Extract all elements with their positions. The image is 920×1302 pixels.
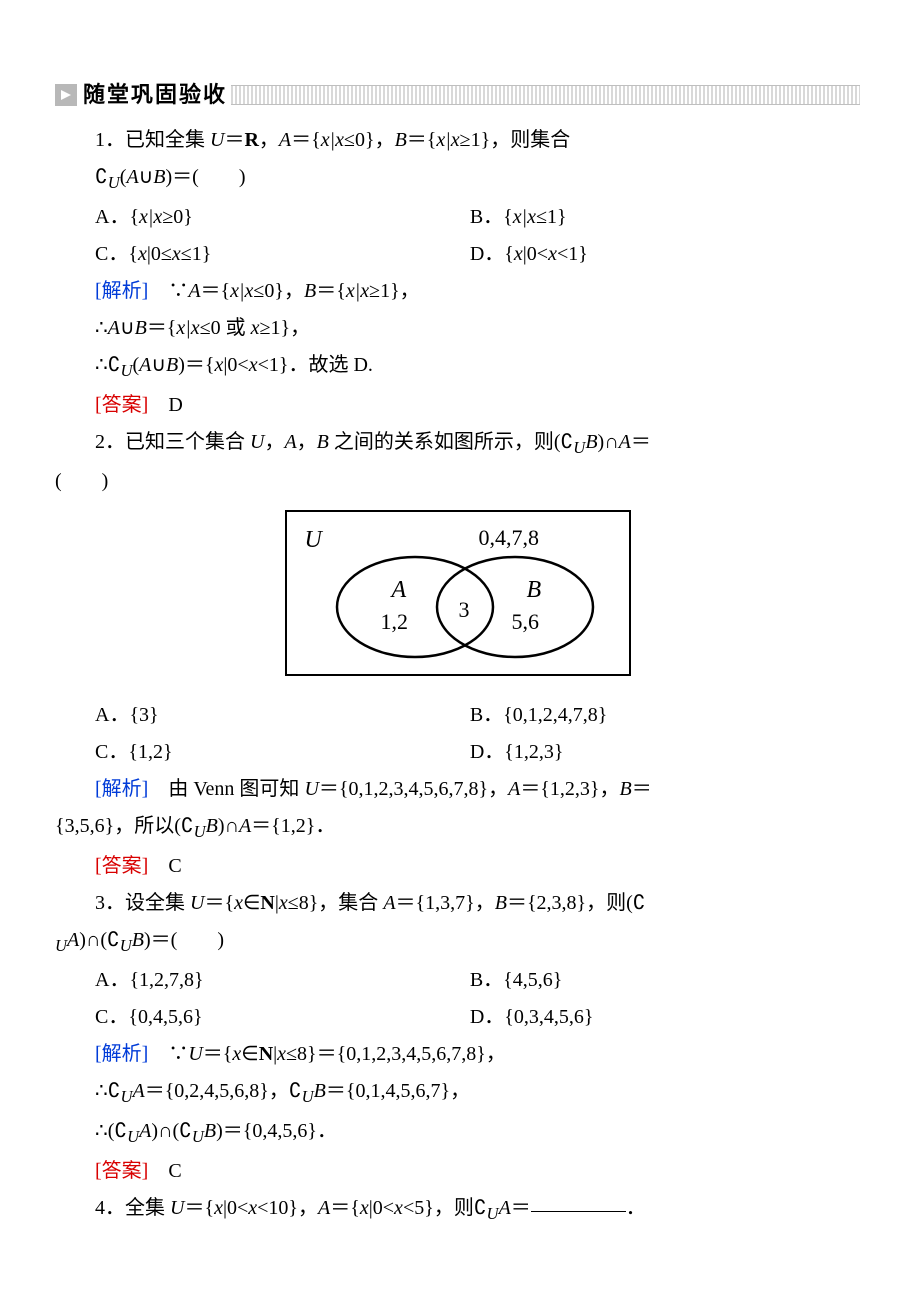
q4-stem: 4．全集 U＝{x|0<x<10}，A＝{x|0<x<5}，则∁UA＝． [55, 1190, 860, 1230]
q3-sol-3: ∴(∁UA)∩(∁UB)＝{0,4,5,6}． [55, 1113, 860, 1153]
q1-sol-1: [解析] ∵A＝{x|x≤0}，B＝{x|x≥1}， [55, 273, 860, 310]
q3-ans: [答案] C [55, 1153, 860, 1190]
q3-opts-ab: A．{1,2,7,8} B．{4,5,6} [55, 962, 860, 999]
q1-opts-ab: A．{x|x≥0} B．{x|x≤1} [55, 199, 860, 236]
q3-stem-2: UA)∩(∁UB)＝( ) [55, 922, 860, 962]
q1-stem: 1．已知全集 U＝R，A＝{x|x≤0}，B＝{x|x≥1}，则集合 [55, 122, 860, 159]
header-fill [231, 85, 860, 105]
arrow-icon [55, 84, 77, 106]
q1-optB: B．{x|x≤1} [470, 199, 860, 236]
q2-optD: D．{1,2,3} [470, 734, 860, 771]
q1-sol-2: ∴A∪B＝{x|x≤0 或 x≥1}， [55, 310, 860, 347]
q2-stem-2: ( ) [55, 463, 860, 500]
q2-ans: [答案] C [55, 848, 860, 885]
q1-optC: C．{x|0≤x≤1} [95, 236, 470, 273]
section-header: 随堂巩固验收 [55, 80, 860, 110]
q2-opts-ab: A．{3} B．{0,1,2,4,7,8} [55, 697, 860, 734]
q3-opts-cd: C．{0,4,5,6} D．{0,3,4,5,6} [55, 999, 860, 1036]
q3-optD: D．{0,3,4,5,6} [470, 999, 860, 1036]
section-title: 随堂巩固验收 [83, 75, 231, 116]
q1-optA: A．{x|x≥0} [95, 199, 470, 236]
q3-optA: A．{1,2,7,8} [95, 962, 470, 999]
fill-blank[interactable] [531, 1191, 626, 1212]
q3-sol-1: [解析] ∵U＝{x∈N|x≤8}＝{0,1,2,3,4,5,6,7,8}， [55, 1036, 860, 1073]
q3-optB: B．{4,5,6} [470, 962, 860, 999]
q2-stem: 2．已知三个集合 U，A，B 之间的关系如图所示，则(∁UB)∩A＝ [55, 424, 860, 464]
q2-sol-2: {3,5,6}，所以(∁UB)∩A＝{1,2}． [55, 808, 860, 848]
q3-stem: 3．设全集 U＝{x∈N|x≤8}，集合 A＝{1,3,7}，B＝{2,3,8}… [55, 885, 860, 922]
q1-ans: [答案] D [55, 387, 860, 424]
q1-opts-cd: C．{x|0≤x≤1} D．{x|0<x<1} [55, 236, 860, 273]
q2-opts-cd: C．{1,2} D．{1,2,3} [55, 734, 860, 771]
q3-sol-2: ∴∁UA＝{0,2,4,5,6,8}，∁UB＝{0,1,4,5,6,7}， [55, 1073, 860, 1113]
q3-optC: C．{0,4,5,6} [95, 999, 470, 1036]
q1-optD: D．{x|0<x<1} [470, 236, 860, 273]
q1-stem-2: ∁U(A∪B)＝( ) [55, 159, 860, 199]
venn-diagram: U 0,4,7,8 A 1,2 3 B 5,6 [55, 510, 860, 689]
q2-optA: A．{3} [95, 697, 470, 734]
q1-sol-3: ∴∁U(A∪B)＝{x|0<x<1}．故选 D. [55, 347, 860, 387]
q2-optC: C．{1,2} [95, 734, 470, 771]
q2-sol-1: [解析] 由 Venn 图可知 U＝{0,1,2,3,4,5,6,7,8}，A＝… [55, 771, 860, 808]
q2-optB: B．{0,1,2,4,7,8} [470, 697, 860, 734]
